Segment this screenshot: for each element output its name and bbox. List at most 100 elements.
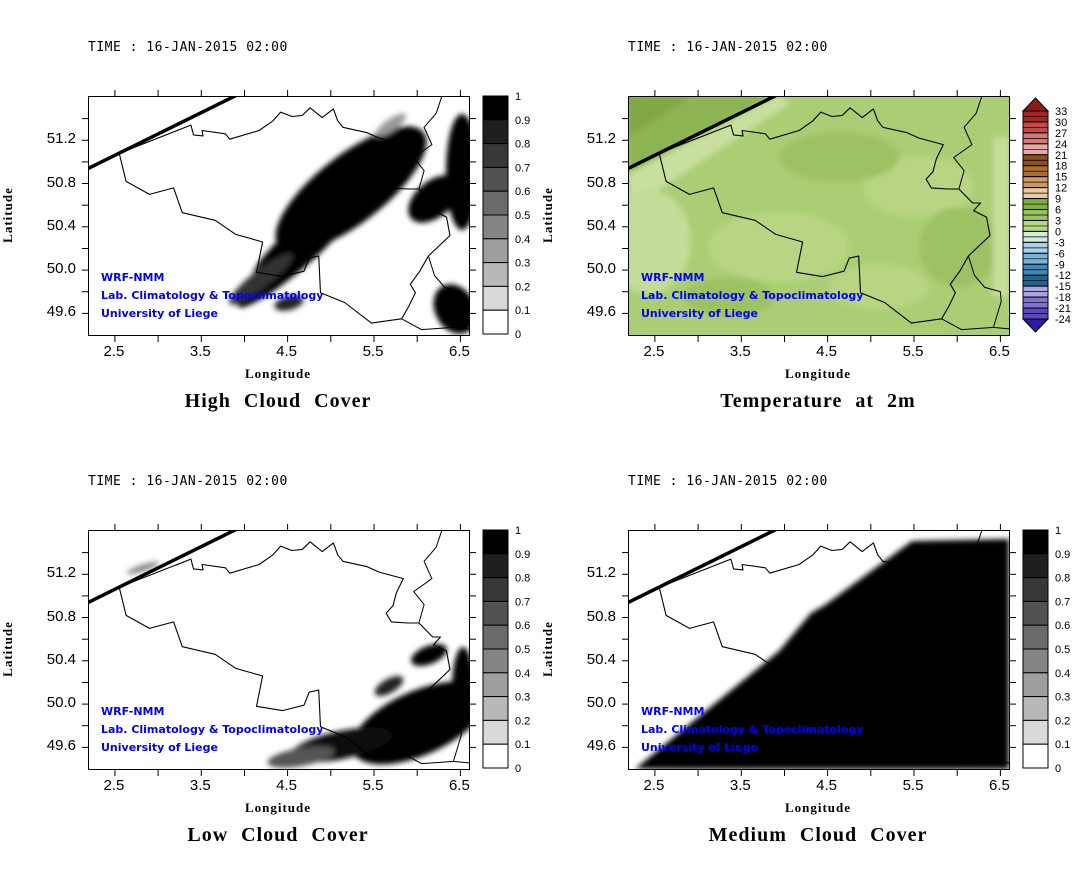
svg-text:12: 12	[1055, 183, 1067, 195]
lat-tick-label: 51.2	[46, 130, 76, 148]
panel-low-cloud-cover: TIME : 16-JAN-2015 02:00 Latitude 51.2 50…	[0, 434, 543, 869]
watermark-lab: Lab. Climatology & Topoclimatology	[641, 723, 864, 736]
lat-tick-labels: 51.2 50.8 50.4 50.0 49.6	[568, 530, 620, 768]
latitude-axis-title: Latitude	[0, 187, 16, 243]
svg-text:1: 1	[515, 525, 521, 537]
svg-text:0.3: 0.3	[1055, 692, 1070, 704]
time-label: TIME : 16-JAN-2015 02:00	[88, 40, 288, 55]
watermark-university: University of Liege	[641, 741, 758, 754]
svg-text:0.3: 0.3	[515, 258, 530, 270]
svg-text:0.2: 0.2	[1055, 715, 1070, 727]
lat-tick-label: 50.8	[586, 607, 616, 625]
svg-text:-12: -12	[1055, 270, 1071, 282]
longitude-axis-title: Longitude	[244, 800, 312, 815]
watermark-university: University of Liege	[101, 741, 218, 754]
svg-text:0.7: 0.7	[1055, 596, 1070, 608]
lat-tick-label: 50.0	[46, 694, 76, 712]
lat-tick-label: 50.8	[586, 173, 616, 191]
watermark-model: WRF-NMM	[641, 705, 705, 718]
watermark-model: WRF-NMM	[101, 271, 165, 284]
lon-tick-label: 2.5	[643, 777, 665, 794]
lat-tick-label: 49.6	[46, 303, 76, 321]
lon-tick-label: 3.5	[729, 343, 751, 360]
lat-tick-label: 50.0	[586, 694, 616, 712]
svg-text:-24: -24	[1055, 314, 1071, 326]
svg-text:24: 24	[1055, 139, 1067, 151]
model-watermark: WRF-NMM Lab. Climatology & Topoclimatolo…	[641, 703, 863, 757]
map-medium-cloud-cover: WRF-NMM Lab. Climatology & Topoclimatolo…	[622, 524, 1016, 776]
lat-tick-label: 50.4	[46, 216, 76, 234]
lon-tick-label: 6.5	[988, 777, 1010, 794]
latitude-axis-title: Latitude	[0, 621, 16, 677]
svg-text:0.8: 0.8	[1055, 573, 1070, 585]
svg-text:-18: -18	[1055, 292, 1071, 304]
lon-tick-label: 6.5	[988, 343, 1010, 360]
lon-tick-label: 5.5	[362, 343, 384, 360]
lat-tick-label: 50.8	[46, 607, 76, 625]
svg-text:0.9: 0.9	[1055, 549, 1070, 561]
lat-tick-label: 51.2	[586, 564, 616, 582]
lat-tick-labels: 51.2 50.8 50.4 50.0 49.6	[28, 530, 80, 768]
lat-tick-label: 49.6	[586, 737, 616, 755]
lon-tick-label: 5.5	[362, 777, 384, 794]
map-high-cloud-cover: WRF-NMM Lab. Climatology & Topoclimatolo…	[82, 90, 476, 342]
lat-tick-label: 51.2	[586, 130, 616, 148]
lon-tick-label: 4.5	[816, 343, 838, 360]
watermark-university: University of Liege	[101, 307, 218, 320]
svg-text:0: 0	[1055, 226, 1061, 238]
colorbar-cloud-fraction: 1 0.9 0.8 0.7 0.6 0.5 0.4 0.3 0.2 0.1 0	[1022, 525, 1086, 775]
lon-tick-label: 2.5	[103, 343, 125, 360]
lon-tick-label: 6.5	[448, 777, 470, 794]
lon-tick-label: 4.5	[276, 777, 298, 794]
svg-text:0.2: 0.2	[515, 281, 530, 293]
svg-text:-21: -21	[1055, 303, 1071, 315]
svg-text:33: 33	[1055, 106, 1067, 118]
lon-tick-labels: 2.5 3.5 4.5 5.5 6.5	[628, 343, 1009, 363]
svg-text:18: 18	[1055, 161, 1067, 173]
svg-text:0.4: 0.4	[515, 234, 530, 246]
panel-high-cloud-cover: TIME : 16-JAN-2015 02:00 Latitude 51.2 50…	[0, 0, 543, 435]
lon-tick-label: 3.5	[729, 777, 751, 794]
svg-text:0.3: 0.3	[515, 692, 530, 704]
model-watermark: WRF-NMM Lab. Climatology & Topoclimatolo…	[101, 703, 323, 757]
lon-tick-label: 6.5	[448, 343, 470, 360]
svg-text:-9: -9	[1055, 259, 1065, 271]
svg-text:30: 30	[1055, 117, 1067, 129]
watermark-lab: Lab. Climatology & Topoclimatology	[101, 289, 324, 302]
lon-tick-label: 4.5	[276, 343, 298, 360]
svg-text:6: 6	[1055, 205, 1061, 217]
lon-tick-label: 3.5	[189, 777, 211, 794]
svg-text:0.6: 0.6	[1055, 620, 1070, 632]
colorbar-cloud-fraction: 1 0.9 0.8 0.7 0.6 0.5 0.4 0.3 0.2 0.1 0	[482, 91, 546, 341]
latitude-axis-title: Latitude	[540, 187, 556, 243]
lat-tick-label: 50.0	[586, 260, 616, 278]
panel-medium-cloud-cover: TIME : 16-JAN-2015 02:00 Latitude 51.2 50…	[540, 434, 1083, 869]
svg-text:0: 0	[515, 329, 521, 341]
svg-text:21: 21	[1055, 150, 1067, 162]
svg-text:0.1: 0.1	[1055, 739, 1070, 751]
svg-text:0: 0	[1055, 763, 1061, 775]
longitude-axis-title: Longitude	[784, 800, 852, 815]
svg-text:0.9: 0.9	[515, 115, 530, 127]
lon-tick-label: 3.5	[189, 343, 211, 360]
lon-tick-label: 2.5	[103, 777, 125, 794]
longitude-axis-title: Longitude	[244, 366, 312, 381]
svg-text:-3: -3	[1055, 237, 1065, 249]
svg-text:0.5: 0.5	[515, 210, 530, 222]
lat-tick-label: 49.6	[46, 737, 76, 755]
svg-text:0.9: 0.9	[515, 549, 530, 561]
lon-tick-label: 2.5	[643, 343, 665, 360]
watermark-university: University of Liege	[641, 307, 758, 320]
panel-title: Medium Cloud Cover	[708, 824, 928, 846]
time-label: TIME : 16-JAN-2015 02:00	[88, 474, 288, 489]
svg-text:27: 27	[1055, 128, 1067, 140]
lat-tick-labels: 51.2 50.8 50.4 50.0 49.6	[28, 96, 80, 334]
svg-text:0.5: 0.5	[1055, 644, 1070, 656]
watermark-model: WRF-NMM	[101, 705, 165, 718]
svg-text:0.2: 0.2	[515, 715, 530, 727]
panel-title: Low Cloud Cover	[187, 824, 369, 846]
svg-text:0.7: 0.7	[515, 596, 530, 608]
svg-text:0.6: 0.6	[515, 186, 530, 198]
svg-text:1: 1	[515, 91, 521, 103]
